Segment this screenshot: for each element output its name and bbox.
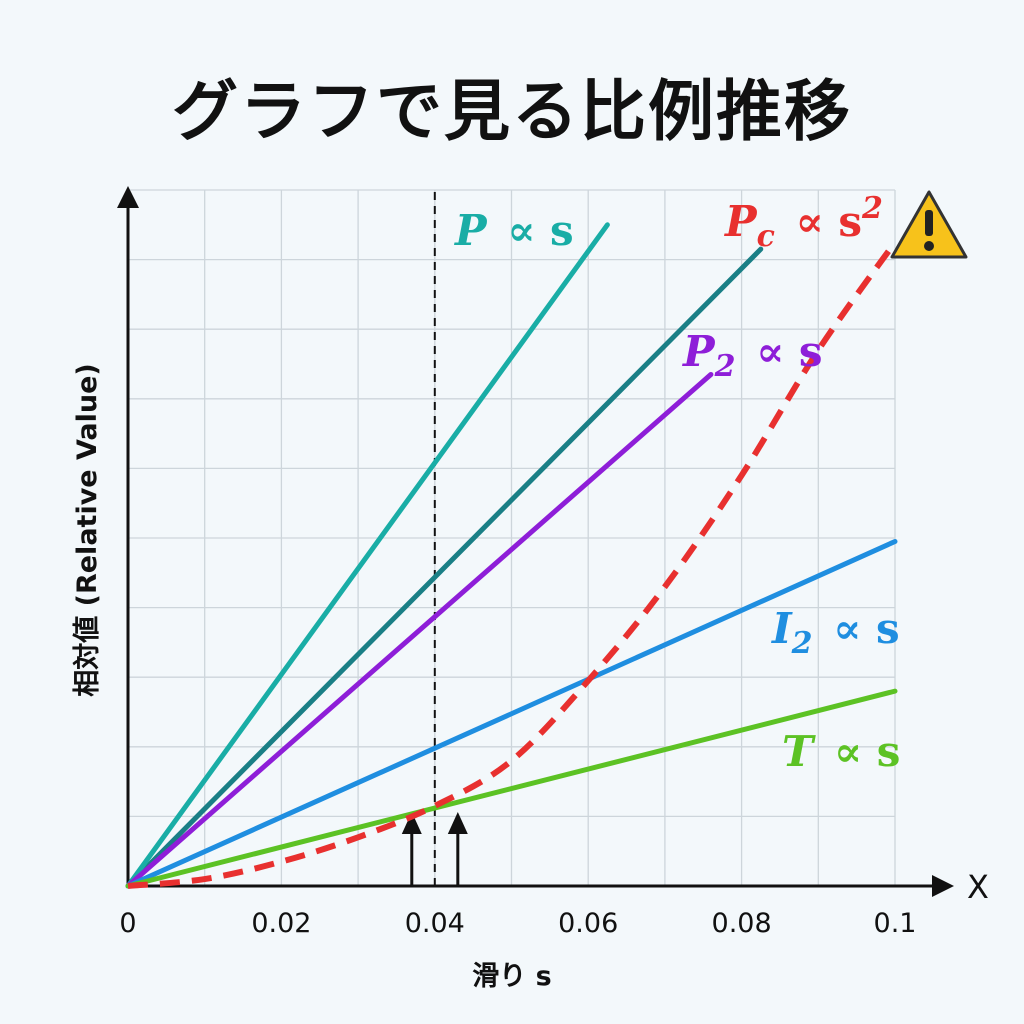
series-label: Pc ∝ s2 — [724, 191, 883, 254]
series-line — [125, 688, 898, 889]
series-label: T ∝ s — [782, 727, 900, 776]
x-axis-label: 滑り s — [472, 961, 551, 992]
series-line — [125, 371, 714, 889]
y-axis-label: 相対値 (Relative Value) — [72, 363, 103, 697]
grid — [127, 189, 896, 887]
x-tick-label: 0.08 — [712, 908, 772, 939]
warning-triangle-icon — [890, 190, 968, 259]
markers — [401, 186, 468, 886]
series-lines — [125, 222, 898, 889]
series-label: P ∝ s — [454, 206, 574, 255]
chart-title: グラフで見る比例推移 — [172, 73, 852, 150]
arrow-up-marker — [401, 812, 422, 886]
x-tick-labels: 0 0.02 0.04 0.06 0.08 0.1 — [119, 908, 916, 939]
series-line — [125, 246, 764, 889]
x-axis-arrowhead — [932, 875, 954, 897]
series-label: P2 ∝ s — [682, 327, 823, 384]
arrow-up-marker — [447, 812, 468, 886]
axes: X — [117, 186, 989, 906]
series-labels: P ∝ s P2 ∝ s I2 ∝ s T ∝ s Pc ∝ s2 — [454, 191, 900, 776]
series-label: I2 ∝ s — [771, 604, 900, 661]
x-tick-label: 0.02 — [251, 908, 311, 939]
series-line — [125, 222, 610, 889]
x-tick-label: 0.1 — [874, 908, 917, 939]
x-axis-end-label: X — [967, 868, 989, 906]
series-line — [127, 240, 898, 889]
y-axis-arrowhead — [117, 186, 139, 208]
x-tick-label: 0.06 — [558, 908, 618, 939]
x-tick-label: 0.04 — [405, 908, 465, 939]
series-line — [125, 538, 898, 889]
x-tick-label: 0 — [119, 908, 136, 939]
